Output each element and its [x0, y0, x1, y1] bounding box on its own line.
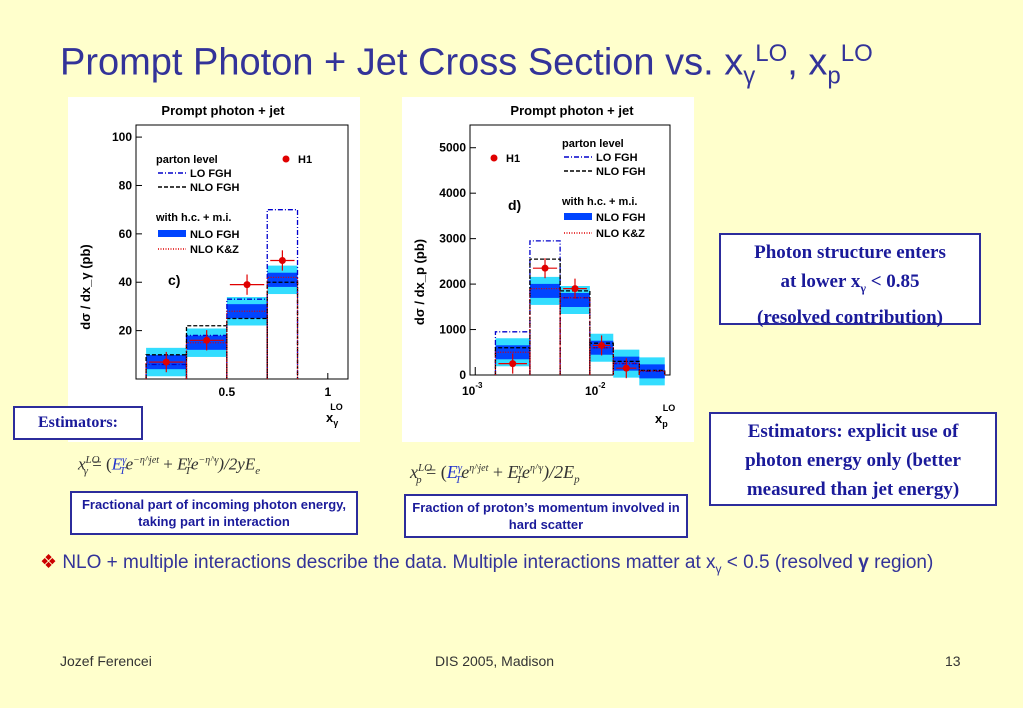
ytick-label-5000: 5000: [439, 141, 466, 155]
xtick-label-1e-2: 10-2: [585, 381, 606, 398]
plot-frame: [135, 124, 349, 380]
ytick-label-2000: 2000: [439, 277, 466, 291]
h1-point-3: [598, 341, 606, 349]
ytick-label-40: 40: [119, 275, 133, 289]
legend-h1-marker: [282, 155, 290, 163]
legend-h1: H1: [506, 153, 520, 165]
legend-h1: H1: [298, 154, 312, 166]
legend-nlo-fgh: NLO FGH: [190, 182, 240, 194]
ytick-label-3000: 3000: [439, 232, 466, 246]
ytick-label-20: 20: [119, 324, 133, 338]
ytick-label-60: 60: [119, 227, 133, 241]
xtick-label-0.5: 0.5: [219, 385, 236, 399]
chart-left-header: Prompt photon + jet: [161, 103, 285, 118]
caption-proton-fraction: Fraction of proton’s momentum involved i…: [404, 494, 688, 538]
legend-nlo-fgh-mi: NLO FGH: [190, 229, 240, 241]
legend-nlo-band: [158, 230, 186, 237]
chart-left-ylabel: dσ / dx_γ (pb): [78, 244, 93, 329]
ytick-label-80: 80: [119, 178, 133, 192]
h1-point-0: [509, 360, 517, 368]
legend-nlo-kz: NLO K&Z: [190, 244, 239, 256]
nlo-fgh-mi-band-3: [267, 272, 298, 287]
h1-point-3: [278, 256, 286, 264]
chart-left-panel-label: c): [168, 272, 180, 288]
legend-with-hc-mi: with h.c. + m.i.: [561, 196, 638, 208]
page-title: Prompt Photon + Jet Cross Section vs. xγ…: [60, 40, 873, 90]
legend-parton-level: parton level: [562, 138, 624, 150]
ytick-label-4000: 4000: [439, 186, 466, 200]
ytick-label-1000: 1000: [439, 323, 466, 337]
estimators-label: Estimators:: [13, 406, 143, 440]
chart-right-xticklabels: 10-3 10-2: [462, 381, 606, 398]
chart-right-legend: H1 parton level LO FGH NLO FGH with h.c.…: [490, 138, 646, 240]
legend-nlo-fgh-mi: NLO FGH: [596, 212, 646, 224]
legend-nlo-fgh: NLO FGH: [596, 166, 646, 178]
h1-point-1: [203, 336, 211, 344]
ytick-label-100: 100: [112, 130, 132, 144]
nlo-fgh-mi-band-0: [495, 345, 530, 360]
nlo-fgh-mi-band-5: [639, 364, 665, 379]
legend-parton-level: parton level: [156, 154, 218, 166]
chart-right-ylabel: dσ / dx_p (pb): [412, 239, 427, 325]
ytick-label-0: 0: [459, 368, 466, 382]
h1-point-2: [243, 281, 251, 289]
h1-point-2: [571, 285, 579, 293]
footer-page-number: 13: [945, 653, 961, 669]
chart-right-panel-label: d): [508, 197, 521, 213]
h1-point-1: [541, 264, 549, 272]
box-photon-structure: Photon structure enters at lower xγ < 0.…: [719, 233, 981, 328]
footer-conference: DIS 2005, Madison: [435, 653, 555, 669]
legend-nlo-kz: NLO K&Z: [596, 228, 645, 240]
h1-point-0: [162, 358, 170, 366]
xtick-label-1: 1: [324, 385, 331, 399]
plot-left: Prompt photon + jet dσ / dx_γ (pb) xγLO …: [68, 97, 360, 442]
plot-frame: [469, 124, 671, 376]
formula-x-gamma: xLOγ = (EγTe−η^jet + EγTe−η^γ)/2yEe: [78, 454, 261, 478]
chart-right-marks: 0 1000 2000 3000 4000 5000: [439, 124, 671, 386]
nlo-fgh-mi-band-2: [560, 293, 590, 307]
chart-left: Prompt photon + jet dσ / dx_γ (pb) xγLO …: [78, 103, 349, 428]
legend-lo-fgh: LO FGH: [596, 152, 638, 164]
bullet-conclusion: ❖ NLO + multiple interactions describe t…: [40, 552, 934, 576]
nlo-fgh-mi-band-1: [529, 283, 561, 298]
box-estimators-explanation: Estimators: explicit use of photon energ…: [709, 412, 997, 506]
chart-left-marks: 20 40 60 80 100 0.5 1: [112, 124, 349, 399]
legend-with-hc-mi: with h.c. + m.i.: [155, 212, 232, 224]
legend-nlo-band: [564, 213, 592, 220]
chart-left-xlabel: xγLO: [326, 402, 343, 428]
chart-right-xlabel: xpLO: [655, 403, 675, 429]
plot-right: Prompt photon + jet dσ / dx_p (pb) xpLO …: [402, 97, 694, 442]
xtick-label-1e-3: 10-3: [462, 381, 483, 398]
legend-lo-fgh: LO FGH: [190, 168, 232, 180]
legend-h1-marker: [490, 154, 498, 162]
caption-photon-fraction: Fractional part of incoming photon energ…: [70, 491, 358, 535]
chart-right: Prompt photon + jet dσ / dx_p (pb) xpLO …: [412, 103, 675, 429]
h1-point-4: [622, 364, 630, 372]
footer-author: Jozef Ferencei: [60, 653, 152, 669]
formula-x-p: xLOp = (EγTeη^jet + EγTeη^γ)/2Ep: [410, 462, 580, 486]
chart-right-header: Prompt photon + jet: [510, 103, 634, 118]
chart-left-legend: parton level H1 LO FGH NLO FGH with h.c.…: [155, 154, 312, 256]
